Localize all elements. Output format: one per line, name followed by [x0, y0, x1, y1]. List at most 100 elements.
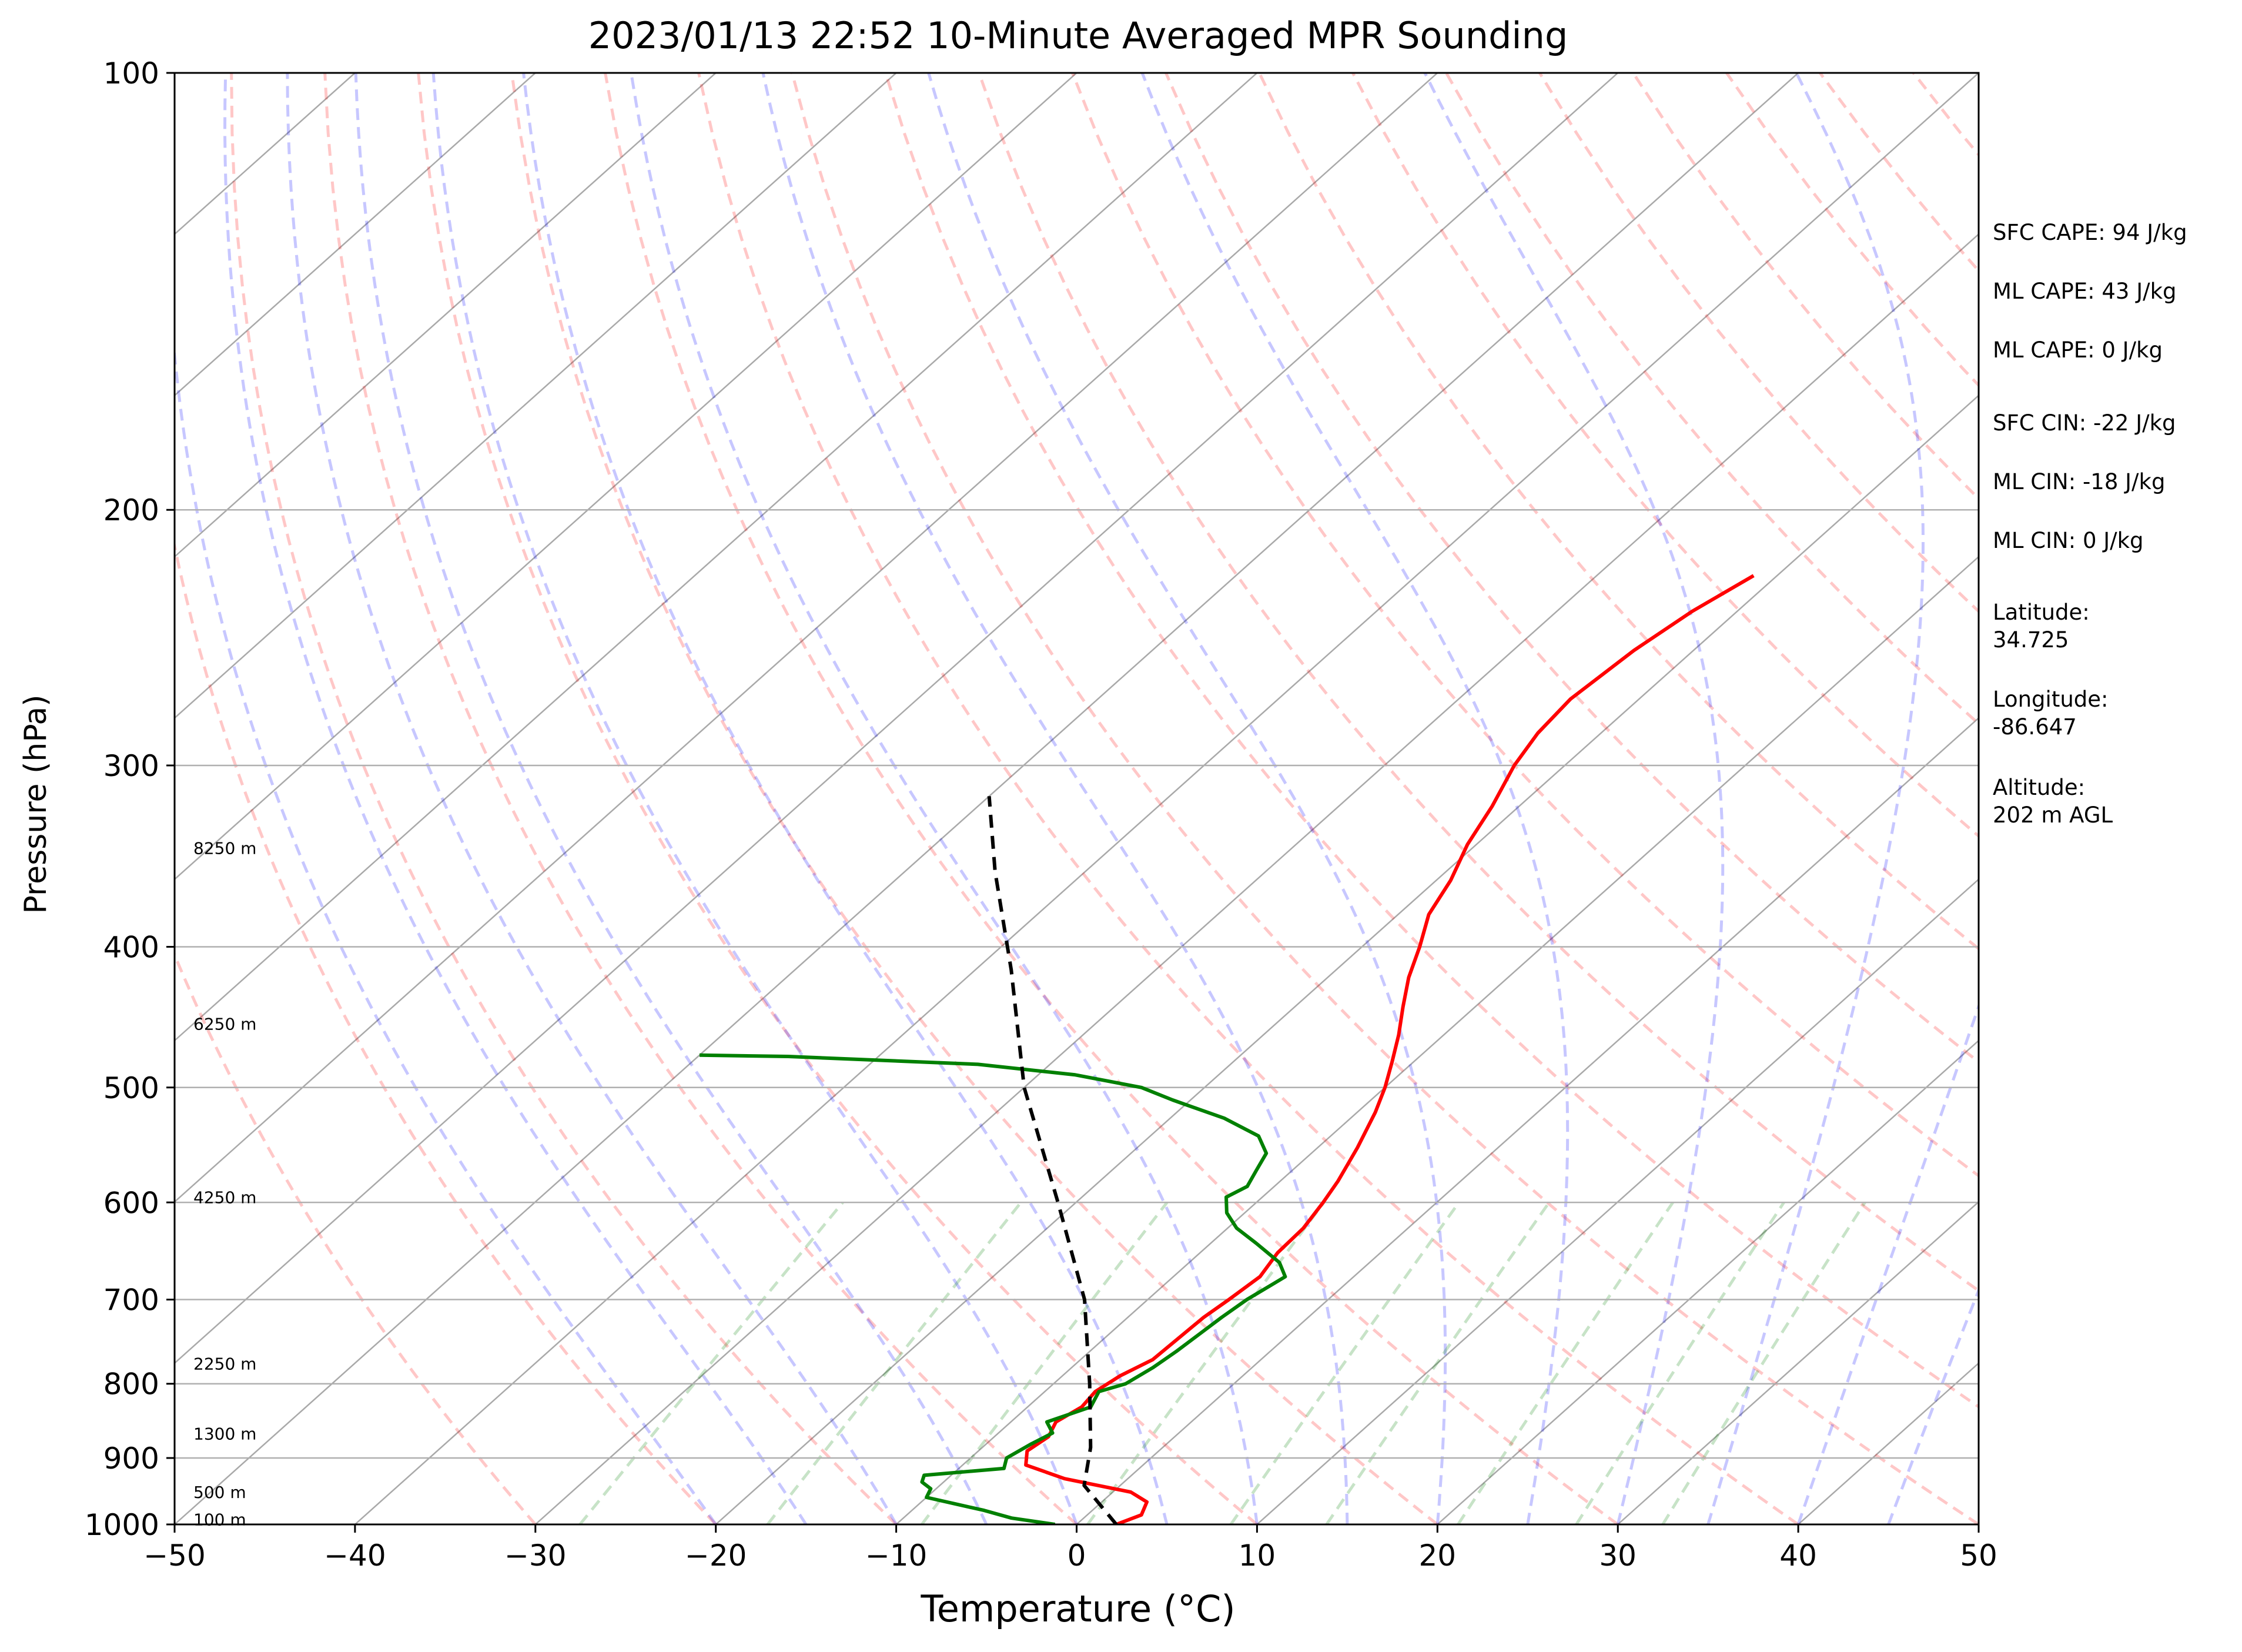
x-tick-label: 30 — [1599, 1539, 1637, 1573]
moist-adiabat-line — [1796, 1002, 1979, 1524]
height-label: 500 m — [193, 1483, 246, 1502]
dry-adiabat-line — [323, 73, 1078, 1524]
isotherm-line — [175, 73, 1078, 881]
dry-adiabat-line — [2194, 73, 2242, 1524]
y-tick-label: 1000 — [85, 1508, 159, 1542]
mixing-ratio-line — [1086, 1201, 1326, 1524]
y-tick-label: 500 — [103, 1071, 159, 1105]
annotation-text: ML CAPE: 0 J/kg — [1993, 337, 2163, 363]
x-tick-label: 20 — [1418, 1539, 1456, 1573]
dry-adiabat-line — [1258, 73, 1979, 951]
dry-adiabat-line — [175, 951, 537, 1524]
dry-adiabat-line — [175, 539, 717, 1524]
moist-adiabat-line — [761, 73, 1349, 1524]
annotation-text: ML CIN: 0 J/kg — [1993, 528, 2144, 553]
annotation-text: ML CIN: -18 J/kg — [1993, 469, 2166, 494]
y-tick-label: 400 — [103, 930, 159, 964]
x-tick-label: −50 — [143, 1539, 206, 1573]
dry-adiabat-line — [1445, 73, 1979, 726]
isotherm-line — [175, 73, 897, 720]
isotherm-line — [175, 73, 1799, 1524]
dry-adiabat-line — [230, 73, 898, 1524]
height-label: 100 m — [193, 1510, 246, 1529]
moist-adiabat-line — [286, 73, 898, 1524]
mixing-ratio-line — [1575, 1201, 1785, 1524]
x-tick-label: −30 — [504, 1539, 567, 1573]
x-tick-label: −40 — [324, 1539, 386, 1573]
y-tick-label: 600 — [103, 1186, 159, 1220]
x-axis: −50 −40 −30 −20 −10 0 10 20 30 40 50 — [143, 1524, 1997, 1573]
moist-adiabat-line — [354, 73, 988, 1524]
annotation-text: Altitude: 202 m AGL — [1993, 775, 2113, 828]
temperature-line — [1024, 574, 1755, 1524]
annotation-text: SFC CAPE: 94 J/kg — [1993, 220, 2187, 245]
dewpoint-line — [699, 1053, 1287, 1524]
y-axis-label: Pressure (hPa) — [18, 695, 53, 914]
dry-adiabat-line — [884, 73, 1979, 1409]
isotherm-line — [1617, 1200, 1979, 1524]
moist-adiabat-line — [223, 73, 808, 1524]
dry-adiabat-line — [1071, 73, 1979, 1178]
sounding-series — [699, 574, 1755, 1524]
isotherm-line — [715, 394, 1979, 1524]
isotherm-line — [175, 73, 1619, 1365]
moist-adiabat-line — [522, 73, 1169, 1524]
y-tick-label: 800 — [103, 1367, 159, 1402]
mixing-ratio-line — [766, 1201, 1022, 1524]
isotherm-line — [1256, 878, 1979, 1524]
y-tick-label: 900 — [103, 1442, 159, 1476]
isotherm-line — [895, 556, 1979, 1524]
background-lines — [175, 73, 2242, 1524]
moist-adiabat-line — [175, 339, 717, 1524]
parcel-profile-line — [987, 796, 1118, 1524]
mixing-ratio-line — [1325, 1201, 1551, 1524]
height-label: 2250 m — [193, 1355, 256, 1374]
moist-adiabat-line — [431, 73, 1078, 1524]
annotation-text: Latitude: 34.725 — [1993, 600, 2090, 653]
isotherm-line — [534, 233, 1979, 1524]
height-label: 6250 m — [193, 1015, 256, 1034]
isotherm-line — [175, 73, 1438, 1203]
dry-adiabat-line — [510, 73, 1438, 1524]
dry-adiabat-line — [791, 73, 1979, 1524]
moist-adiabat-line — [1140, 73, 1570, 1524]
dry-adiabat-line — [417, 73, 1259, 1524]
moist-adiabat-line — [1423, 73, 1725, 1524]
annotation-text: SFC CIN: -22 J/kg — [1993, 410, 2176, 436]
dry-adiabat-line — [978, 73, 1979, 1293]
isotherm-line — [175, 73, 717, 558]
x-tick-label: 50 — [1960, 1539, 1997, 1573]
y-tick-label: 300 — [103, 749, 159, 783]
height-label: 1300 m — [193, 1424, 256, 1444]
x-tick-label: 0 — [1068, 1539, 1086, 1573]
moist-adiabat-line — [630, 73, 1259, 1524]
isotherm-line — [1076, 717, 1979, 1524]
chart-title: 2023/01/13 22:52 10-Minute Averaged MPR … — [588, 14, 1568, 57]
height-label: 8250 m — [193, 839, 256, 858]
mixing-ratio-line — [1661, 1201, 1866, 1524]
moist-adiabat-line — [927, 73, 1447, 1524]
y-tick-label: 700 — [103, 1283, 159, 1317]
x-tick-label: 10 — [1239, 1539, 1276, 1573]
annotation-text: ML CAPE: 43 J/kg — [1993, 279, 2177, 304]
y-tick-label: 100 — [103, 56, 159, 91]
x-tick-label: 40 — [1779, 1539, 1817, 1573]
y-tick-label: 200 — [103, 493, 159, 527]
height-labels: 100 m 500 m 1300 m 2250 m 4250 m 6250 m 8250 m — [193, 839, 256, 1530]
mixing-ratio-line — [578, 1201, 844, 1524]
mixing-ratio-line — [1457, 1201, 1674, 1524]
annotation-text: Longitude: -86.647 — [1993, 687, 2109, 740]
x-tick-label: −20 — [685, 1539, 747, 1573]
moist-adiabat-line — [1706, 73, 1925, 1524]
isotherm-line — [175, 73, 536, 397]
x-tick-label: −10 — [865, 1539, 928, 1573]
isotherm-line — [175, 73, 1258, 1042]
dry-adiabat-line — [697, 73, 1799, 1524]
isotherm-line — [1437, 1039, 1979, 1524]
height-label: 4250 m — [193, 1188, 256, 1207]
isotherm-line — [354, 73, 1979, 1524]
x-axis-label: Temperature (°C) — [920, 1587, 1235, 1630]
y-axis: 1000 900 800 700 600 500 400 300 200 100 — [85, 56, 175, 1542]
